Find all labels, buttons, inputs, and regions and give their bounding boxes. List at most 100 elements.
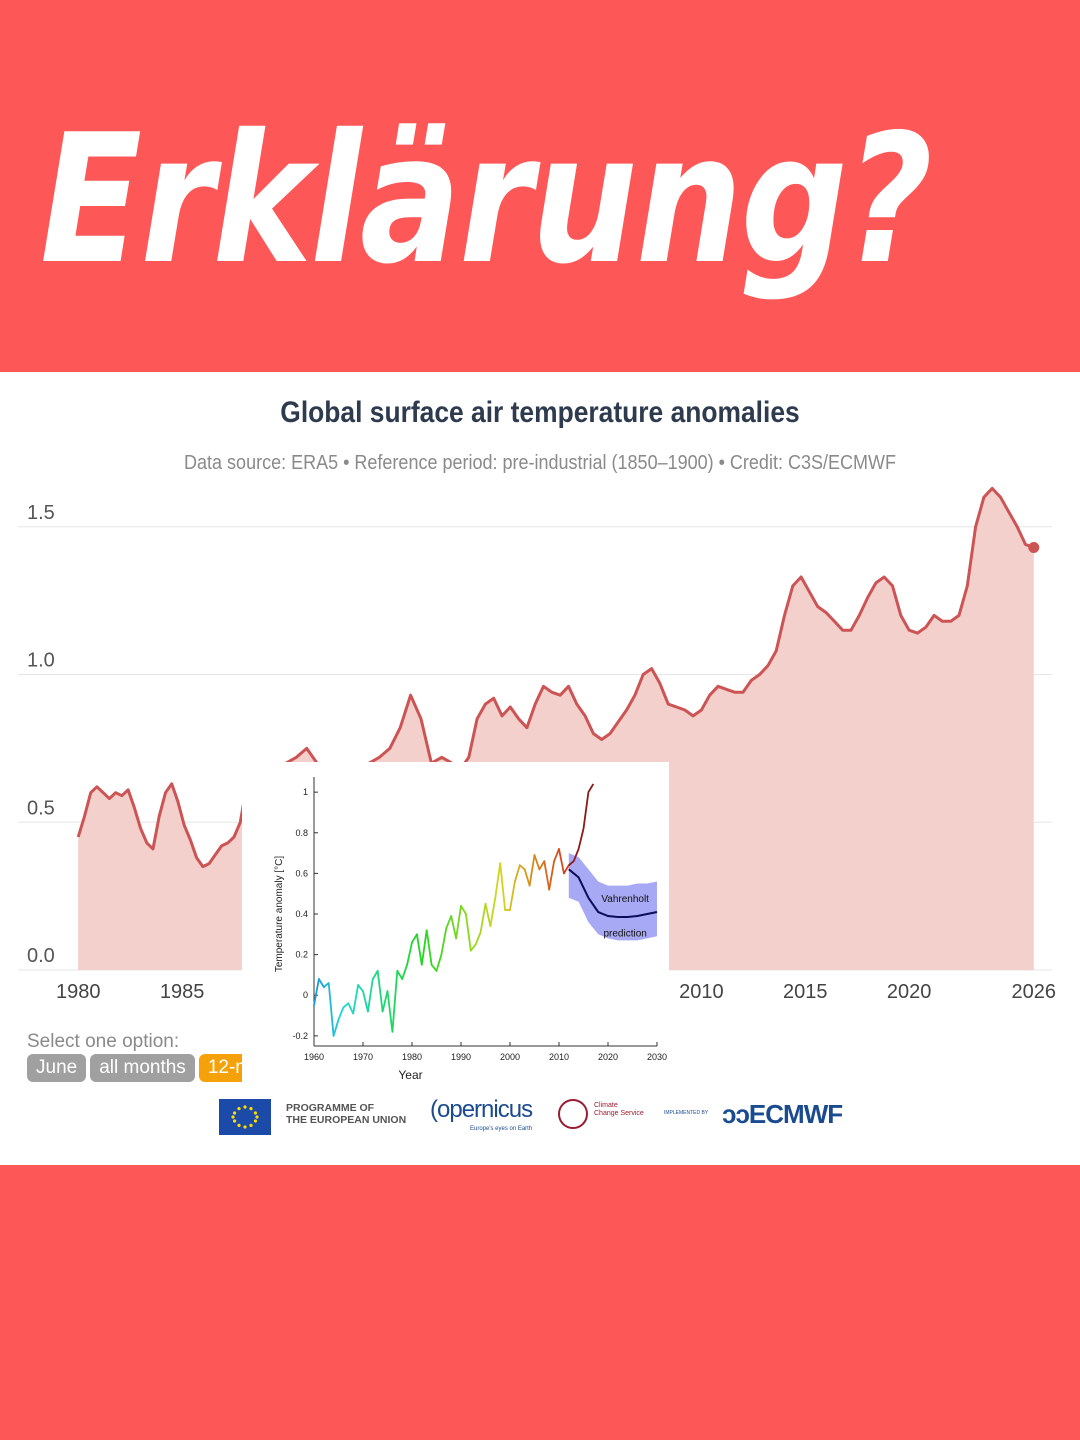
copernicus-logo: (opernicus: [430, 1096, 533, 1123]
observed-segment: [342, 1002, 350, 1009]
observed-segment: [332, 1018, 340, 1037]
observed-continuation-line: [568, 783, 595, 866]
chart-panel: Global surface air temperature anomalies…: [0, 372, 1080, 1165]
inset-y-tick-label: 1: [303, 787, 308, 797]
inset-x-tick-label: 2030: [647, 1052, 667, 1062]
y-tick-labels: 0.0 0.5 1.0 1.5: [27, 502, 55, 967]
y-tick-label: 0.5: [27, 797, 55, 819]
observed-segment: [347, 1002, 355, 1015]
prediction-annotation: Vahrenholt: [601, 894, 649, 905]
latest-value-point: [1028, 541, 1040, 553]
prediction-line: [568, 868, 658, 918]
ecmwf-logo: ↄɔECMWF: [722, 1099, 843, 1129]
observed-segment: [474, 931, 482, 946]
observed-segment: [425, 929, 433, 966]
prediction-annotation: prediction: [603, 928, 646, 939]
observed-segment: [313, 978, 320, 1007]
observed-segment: [460, 904, 467, 915]
inset-y-tick-label: 0: [303, 990, 308, 1000]
observed-segment: [391, 969, 399, 1033]
inset-labels: -0.2 0 0.2 0.4 0.6 0.8 1 1960 1970 1980 1990 2000 20…: [274, 787, 667, 1082]
inset-plot-area: [313, 783, 658, 1037]
observed-segment: [376, 969, 384, 1013]
observed-segment: [352, 984, 359, 1015]
observed-segment: [430, 963, 438, 972]
select-option-label: Select one option:: [27, 1031, 180, 1052]
inset-y-tick-label: 0.4: [295, 909, 308, 919]
chart-subtitle: Data source: ERA5 • Reference period: pr…: [184, 452, 896, 474]
thermometer-icon: [558, 1099, 588, 1129]
observed-segment: [445, 915, 453, 930]
observed-segment: [327, 982, 335, 1037]
headline: Erklärung?: [40, 96, 933, 303]
anomaly-line: [76, 486, 1035, 869]
inset-x-tick-label: 1970: [353, 1052, 373, 1062]
observed-segment: [411, 933, 418, 944]
observed-segment: [386, 990, 394, 1033]
inset-x-tick-label: 2020: [598, 1052, 618, 1062]
observed-segment: [401, 963, 409, 980]
x-tick-label: 2026: [1012, 981, 1057, 1003]
observed-segment: [450, 915, 458, 940]
observed-segment: [484, 902, 492, 928]
option-all-months-button[interactable]: all months: [90, 1054, 195, 1082]
observed-segment: [420, 929, 428, 966]
inset-y-tick-label: 0.8: [295, 828, 308, 838]
partner-logos: PROGRAMME OF THE EUROPEAN UNION (opernicu…: [0, 1094, 1080, 1144]
observed-segment: [381, 990, 389, 1013]
x-tick-label: 2015: [783, 981, 828, 1003]
chart-title: Global surface air temperature anomalies: [280, 396, 800, 429]
observed-segment: [440, 927, 448, 956]
observed-segment: [558, 848, 565, 875]
observed-segment: [543, 860, 551, 891]
prediction-band: [568, 853, 657, 941]
observed-segment: [499, 862, 507, 911]
observed-segment: [455, 904, 462, 940]
observed-segment: [406, 941, 413, 966]
observed-segment: [371, 969, 379, 980]
observed-segment: [518, 864, 526, 871]
x-tick-label: 1980: [56, 981, 101, 1003]
observed-segment: [553, 848, 560, 863]
observed-segment: [523, 868, 531, 887]
c3s-logo-text: Climate Change Service: [594, 1102, 644, 1117]
observed-segment: [396, 969, 404, 980]
observed-segment: [533, 854, 541, 871]
inset-chart: -0.2 0 0.2 0.4 0.6 0.8 1 1960 1970 1980 1990 2000 20…: [242, 762, 669, 1092]
observed-segment: [318, 978, 325, 989]
x-tick-label: 2010: [679, 981, 724, 1003]
observed-segment: [415, 933, 423, 966]
inset-x-tick-label: 2000: [500, 1052, 520, 1062]
observed-segment: [367, 978, 374, 1013]
x-tick-label: 2020: [887, 981, 932, 1003]
observed-segment: [464, 913, 472, 952]
observed-segment: [562, 864, 570, 875]
y-tick-label: 1.5: [27, 502, 55, 524]
option-june-button[interactable]: June: [27, 1054, 87, 1082]
x-tick-label: 1985: [160, 981, 205, 1003]
option-12-month-button[interactable]: 12-mo: [198, 1054, 242, 1082]
x-tick-labels: 1980 1985 2010 2015 2020 2026: [56, 981, 1056, 1003]
observed-segment: [548, 860, 556, 891]
inset-x-label: Year: [398, 1068, 422, 1082]
inset-y-tick-label: 0.6: [295, 868, 308, 878]
implemented-by-text: IMPLEMENTED BY: [664, 1110, 709, 1116]
observed-segment: [528, 854, 536, 887]
observed-segment: [509, 880, 516, 911]
observed-segment: [513, 864, 521, 883]
inset-y-tick-label: 0.2: [295, 950, 308, 960]
observed-segment: [489, 896, 497, 928]
inset-x-tick-label: 1980: [402, 1052, 422, 1062]
observed-segment: [435, 953, 443, 972]
copernicus-tagline: Europe's eyes on Earth: [470, 1126, 533, 1132]
observed-segment: [469, 943, 477, 952]
inset-x-tick-label: 1990: [451, 1052, 471, 1062]
inset-x-tick-label: 2010: [549, 1052, 569, 1062]
eu-flag-icon: [219, 1099, 271, 1135]
observed-segment: [362, 990, 369, 1013]
inset-y-tick-label: -0.2: [292, 1031, 308, 1041]
observed-segment: [479, 902, 487, 934]
y-tick-label: 0.0: [27, 945, 55, 967]
observed-segment: [494, 862, 502, 899]
